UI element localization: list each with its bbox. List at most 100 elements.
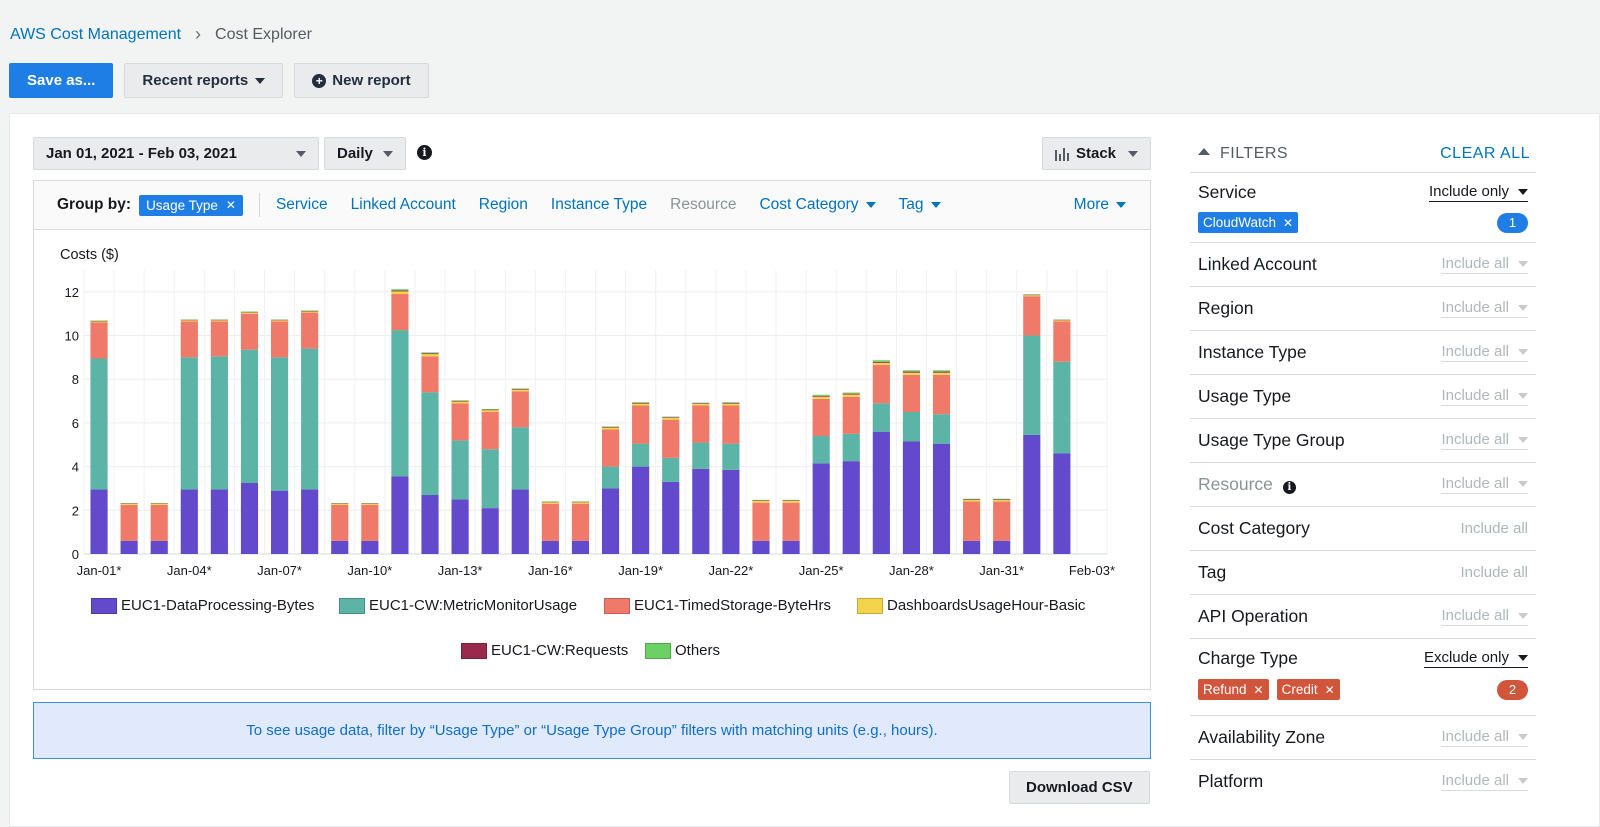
group-by-tag[interactable]: Tag [899,196,941,214]
filter-usage-type[interactable]: Usage Type Include all [1190,374,1536,418]
filter-mode-value: Include all [1441,299,1509,316]
usage-data-notice: To see usage data, filter by “Usage Type… [33,702,1151,759]
caret-down-icon [930,202,941,208]
group-by-cost-category[interactable]: Cost Category [759,196,876,214]
filter-cost-category[interactable]: Cost Category Include all [1190,506,1536,550]
filter-label: Region [1198,298,1254,318]
bar-segment [632,443,650,467]
filter-chip-refund[interactable]: Refund ✕ [1198,679,1269,700]
legend-item[interactable]: EUC1-CW:Requests [461,642,628,659]
close-icon[interactable]: ✕ [1253,682,1264,697]
caret-down-icon [1518,436,1528,443]
bar-segment [993,540,1011,554]
group-by-label: Group by: [57,196,132,213]
breadcrumb-link-cost-management[interactable]: AWS Cost Management [10,25,182,43]
group-by-instance-type[interactable]: Instance Type [550,196,648,213]
new-report-label: New report [332,72,411,89]
granularity-value: Daily [337,145,373,162]
filter-mode-select[interactable]: Include all [1441,728,1528,747]
bar-segment [481,408,499,410]
clear-all-link[interactable]: CLEAR ALL [1440,145,1530,162]
legend-item[interactable]: EUC1-DataProcessing-Bytes [91,597,314,614]
filter-mode-value: Include all [1441,387,1509,404]
filter-platform[interactable]: Platform Include all [1190,759,1536,803]
recent-reports-button[interactable]: Recent reports [124,63,284,98]
bar-segment [632,403,650,404]
x-tick-label: Jan-04* [167,563,212,578]
info-icon[interactable]: i [1282,481,1296,494]
group-by-chip-usage-type[interactable]: Usage Type ✕ [139,194,243,216]
bar-segment [872,361,890,363]
bar-segment [812,436,830,464]
legend-item[interactable]: DashboardsUsageHour-Basic [857,597,1085,614]
filter-mode-select[interactable]: Include only [1428,183,1528,202]
close-icon[interactable]: ✕ [1283,215,1294,230]
filter-availability-zone[interactable]: Availability Zone Include all [1190,715,1536,759]
filter-mode-value: Include all [1441,343,1509,360]
new-report-button[interactable]: + New report [294,63,429,98]
filter-count-badge: 1 [1497,212,1528,233]
bar-segment [541,503,559,541]
legend-item[interactable]: Others [645,642,720,659]
filter-api-operation[interactable]: API Operation Include all [1190,594,1536,638]
legend-swatch [461,642,487,659]
bar-segment [662,417,680,418]
info-icon[interactable]: i [417,145,432,160]
bar-segment [331,503,349,504]
bar-segment [1023,295,1041,297]
bar-segment [1053,321,1071,362]
download-csv-button[interactable]: Download CSV [1009,771,1150,804]
bar-segment [331,504,349,541]
filter-mode-select[interactable]: Include all [1441,255,1528,274]
filter-count-badge: 2 [1497,679,1528,700]
legend-item[interactable]: EUC1-CW:MetricMonitorUsage [339,597,577,614]
caret-down-icon [1116,202,1126,208]
bar-segment [361,504,379,541]
bar-segment [210,356,228,490]
filter-mode-select[interactable]: Exclude only [1423,649,1528,668]
save-as-button[interactable]: Save as... [9,63,114,98]
close-icon[interactable]: ✕ [1324,682,1335,697]
filter-mode-select[interactable]: Include all [1441,772,1528,791]
filter-region[interactable]: Region Include all [1190,286,1536,330]
caret-down-icon [1518,260,1528,267]
legend-label: EUC1-DataProcessing-Bytes [121,597,315,614]
filter-mode-value: Include all [1441,728,1509,745]
filter-mode-value: Exclude only [1423,649,1509,666]
filter-chip-cloudwatch[interactable]: CloudWatch ✕ [1198,212,1299,233]
bar-segment [662,481,680,554]
group-by-region[interactable]: Region [478,196,528,213]
bar-segment [632,466,650,554]
bar-segment [571,501,590,502]
filter-chip-credit[interactable]: Credit ✕ [1276,679,1340,700]
close-icon[interactable]: ✕ [225,198,236,212]
filter-usage-type-group[interactable]: Usage Type Group Include all [1190,418,1536,462]
filter-mode-value: Include all [1441,607,1509,624]
bar-segment [902,370,921,372]
bar-segment [541,501,559,502]
group-by-service[interactable]: Service [275,196,328,213]
filter-instance-type[interactable]: Instance Type Include all [1190,330,1536,374]
filter-tag[interactable]: Tag Include all [1190,550,1536,594]
more-label: More [1073,196,1109,213]
filter-mode-value: Include all [1460,563,1528,581]
chart-container: Costs ($) 0 2 4 6 8 10 12 Jan-01* Jan-04* Jan-07* J… [33,230,1151,690]
legend-swatch [857,597,883,614]
group-by-more[interactable]: More [1074,196,1126,214]
group-by-linked-account[interactable]: Linked Account [350,196,456,213]
filter-mode-select[interactable]: Include all [1441,387,1528,406]
legend-item[interactable]: EUC1-TimedStorage-ByteHrs [604,597,831,614]
filter-mode-select[interactable]: Include all [1441,343,1528,362]
filter-mode-select[interactable]: Include all [1441,607,1528,626]
y-tick-label: 12 [65,285,79,300]
filter-mode-select[interactable]: Include all [1441,431,1528,450]
filter-linked-account[interactable]: Linked Account Include all [1190,242,1536,286]
granularity-select[interactable]: Daily [324,137,406,170]
filter-charge-type: Charge Type Exclude only Refund ✕ Credit ✕… [1190,638,1536,715]
chart-style-select[interactable]: Stack [1042,137,1151,170]
date-range-picker[interactable]: Jan 01, 2021 - Feb 03, 2021 [33,137,319,170]
filters-toggle[interactable]: FILTERS [1198,145,1288,163]
bar-segment [812,394,830,396]
bar-segment [301,311,319,312]
filter-mode-select[interactable]: Include all [1441,299,1528,318]
